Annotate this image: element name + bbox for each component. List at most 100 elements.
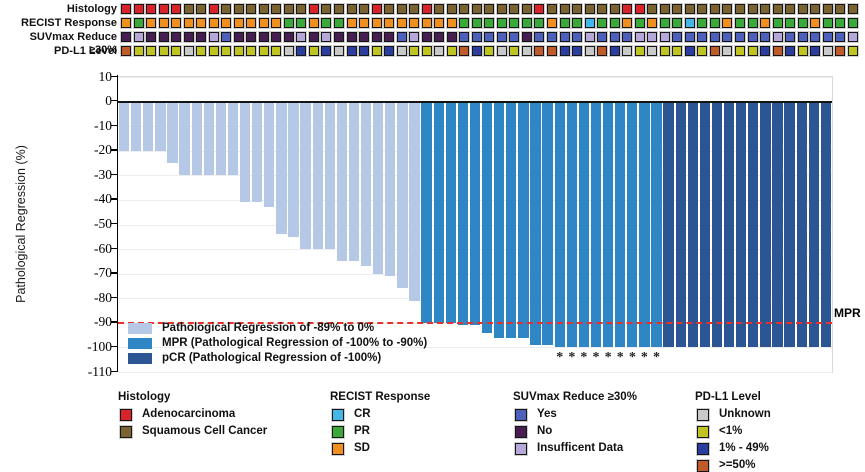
track-cell: [746, 31, 759, 43]
track-cell: [145, 45, 158, 57]
track-cell: [345, 31, 358, 43]
track-cell: [646, 3, 659, 15]
track-cell: [821, 3, 834, 15]
plot-area: * * * * * * * * * Pathological Regression of -89%…: [118, 76, 833, 373]
track-cell: [633, 17, 646, 29]
track-cell: [759, 3, 772, 15]
regression-bar: [300, 102, 311, 250]
regression-bar: [760, 102, 771, 348]
y-tick-mark: [111, 198, 117, 200]
track-cell: [470, 45, 483, 57]
track-cell: [708, 31, 721, 43]
track-cell: [721, 31, 734, 43]
regression-bar: [203, 102, 214, 176]
track-cell: [633, 45, 646, 57]
track-cell: [759, 45, 772, 57]
track-cell: [120, 31, 132, 43]
track-cell: [182, 31, 195, 43]
track-cell: [596, 45, 609, 57]
annotation-tracks: Histology RECIST Response SUVmax Reduce ≥3…: [0, 3, 865, 59]
asterisk-marker: *: [580, 350, 588, 366]
track-cell: [583, 17, 596, 29]
regression-bar: [820, 102, 832, 348]
y-tick-mark: [111, 173, 117, 176]
track-cell: [683, 45, 696, 57]
track-cell: [621, 31, 634, 43]
track-cell: [834, 3, 847, 15]
track-cell: [282, 31, 295, 43]
regression-bar: [748, 102, 759, 348]
asterisk-marker: *: [640, 350, 648, 366]
regression-bar: [566, 102, 577, 348]
inplot-legend: Pathological Regression of -89% to 0% MPR…: [128, 321, 468, 366]
track-cell: [571, 45, 584, 57]
track-cell: [571, 17, 584, 29]
track-cell: [207, 17, 220, 29]
track-cell: [307, 45, 320, 57]
track-cell: [408, 31, 421, 43]
track-cell: [195, 31, 208, 43]
track-cell: [345, 3, 358, 15]
y-tick-mark: [111, 296, 117, 299]
track-cell: [658, 45, 671, 57]
track-cell: [658, 31, 671, 43]
regression-bar: [796, 102, 807, 348]
track-cell: [220, 17, 233, 29]
track-cell: [583, 31, 596, 43]
legend-item-label: 1% - 49%: [719, 442, 769, 454]
track-cell: [245, 31, 258, 43]
mpr-reference-label: MPR: [834, 306, 861, 320]
track-cell: [295, 3, 308, 15]
regression-bar: [675, 102, 686, 348]
track-cell: [821, 17, 834, 29]
gridline: [118, 347, 832, 349]
regression-bar: [373, 102, 384, 274]
regression-bar: [167, 102, 178, 164]
legend-panel-title: RECIST Response: [330, 391, 431, 403]
track-cell: [420, 3, 433, 15]
track-cell: [671, 31, 684, 43]
mpr-reference-line: [118, 321, 832, 324]
track-cell: [320, 3, 333, 15]
track-row-label: SUVmax Reduce ≥30%: [29, 31, 117, 56]
track-cell: [182, 17, 195, 29]
regression-bar: [590, 102, 602, 348]
track-cell: [270, 3, 283, 15]
y-tick-label: -100: [87, 338, 112, 354]
track-cell: [395, 3, 408, 15]
track-cell: [571, 31, 584, 43]
regression-bar: [191, 102, 202, 176]
track-cell: [846, 3, 859, 15]
legend-color-swatch: [119, 408, 133, 422]
legend-color-swatch: [514, 425, 528, 439]
legend-item-label: Pathological Regression of -89% to 0%: [162, 322, 375, 334]
track-cell: [207, 45, 220, 57]
legend-color-swatch: [514, 442, 528, 456]
track-cell: [458, 17, 471, 29]
track-cell: [834, 45, 847, 57]
y-tick-label: -10: [94, 117, 112, 133]
track-cell: [370, 31, 383, 43]
y-tick-mark: [111, 345, 117, 348]
track-cell: [495, 45, 508, 57]
regression-bar: [215, 102, 226, 176]
track-cell: [195, 45, 208, 57]
track-cell: [420, 31, 433, 43]
track-cell: [809, 31, 822, 43]
track-cell: [483, 3, 496, 15]
regression-bar: [239, 102, 251, 203]
track-row-label: PD-L1 Level: [54, 45, 117, 57]
track-cell: [458, 31, 471, 43]
track-cell: [696, 3, 709, 15]
regression-bar: [651, 102, 662, 348]
track-cell: [207, 3, 220, 15]
track-cell: [433, 3, 446, 15]
y-axis-line: [116, 75, 119, 372]
y-tick-mark: [111, 124, 117, 127]
track-cell: [520, 17, 533, 29]
y-tick-mark: [111, 247, 117, 249]
track-cell: [621, 3, 634, 15]
track-cell: [596, 31, 609, 43]
track-cell: [320, 31, 333, 43]
